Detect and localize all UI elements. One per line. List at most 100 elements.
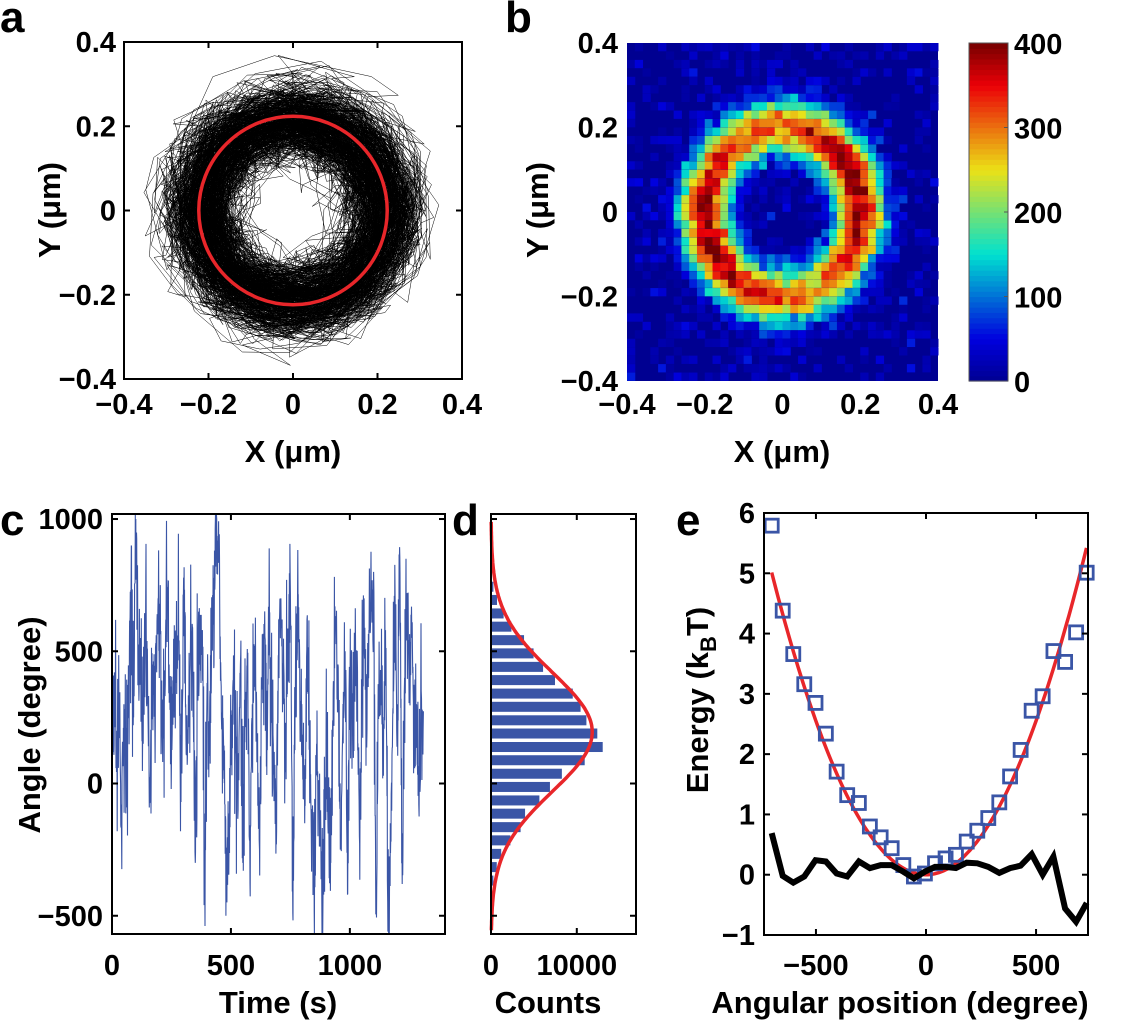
heatmap-cell [759,144,768,153]
heatmap-cell [766,178,776,187]
heatmap-cell [860,212,869,221]
heatmap-cell [751,245,760,255]
heatmap-cell [689,152,698,162]
heatmap-cell [735,144,745,153]
heatmap-cell [743,220,752,229]
heatmap-cell [712,304,721,314]
energy-marker [1023,702,1040,719]
heatmap-cell [821,186,830,195]
heatmap-cell [650,186,659,195]
heatmap-cell [798,195,807,204]
heatmap-cell [696,43,706,52]
x-axis-label: X (μm) [734,434,830,469]
heatmap-cell [774,296,783,305]
heatmap-cell [829,330,838,339]
histogram-bar [491,648,534,659]
heatmap-cell [829,135,838,145]
heatmap-cell [821,330,830,339]
heatmap-cell [665,355,675,364]
panel-label-e: e [676,496,700,545]
heatmap-cell [891,245,900,255]
x-tick-label: 0 [483,950,499,982]
heatmap-cell [883,220,892,229]
heatmap-cell [821,245,830,255]
heatmap-cell [798,135,807,145]
heatmap-cell [821,110,830,119]
heatmap-cell [875,228,885,238]
heatmap-cell [930,178,939,187]
heatmap-cell [790,271,799,280]
heatmap-cell [844,110,853,119]
heatmap-cell [658,203,667,212]
heatmap-cell [712,254,721,263]
heatmap-cell [728,321,737,331]
heatmap-cell [627,372,636,381]
heatmap-cell [665,330,675,339]
heatmap-cell [813,347,822,356]
heatmap-cell [689,144,698,153]
heatmap-cell [735,262,745,271]
heatmap-cell [650,152,659,162]
heatmap-cell [782,347,791,356]
heatmap-cell [852,254,861,263]
heatmap-cell [728,364,737,373]
colorbar-segment [969,280,1008,287]
heatmap-cell [821,93,830,102]
heatmap-cell [883,228,892,238]
heatmap-cell [696,135,706,145]
heatmap-cell [673,347,682,356]
heatmap-cell [852,245,861,255]
heatmap-cell [681,178,690,187]
heatmap-cell [751,220,760,229]
heatmap-cell [906,279,916,288]
heatmap-cell [798,93,807,102]
heatmap-cell [735,68,745,77]
heatmap-cell [844,169,853,179]
heatmap-cell [922,203,931,212]
heatmap-cell [852,169,861,179]
heatmap-cell [844,296,853,305]
y-tick-label: 0.4 [578,28,618,60]
heatmap-cell [774,330,783,339]
heatmap-cell [665,102,675,111]
heatmap-cell [728,347,737,356]
heatmap-cell [852,321,861,331]
histogram-bar [491,875,494,886]
energy-marker [1068,624,1085,641]
y-axis-label: Energy (kBT) [680,607,721,793]
heatmap-cell [906,364,916,373]
heatmap-cell [805,220,815,229]
heatmap-cell [899,304,908,314]
heatmap-cell [627,161,636,170]
heatmap-cell [673,152,682,162]
heatmap-cell [836,110,846,119]
heatmap-cell [720,313,729,322]
heatmap-cell [922,119,931,128]
heatmap-cell [899,186,908,195]
heatmap-cell [899,212,908,221]
heatmap-cell [868,161,877,170]
heatmap-cell [805,110,815,119]
heatmap-cell [689,355,698,364]
heatmap-cell [689,110,698,119]
heatmap-cell [743,237,752,246]
heatmap-cell [712,161,721,170]
heatmap-cell [720,262,729,271]
heatmap-cell [689,68,698,77]
heatmap-cell [906,220,916,229]
heatmap-cell [774,338,783,348]
heatmap-cell [650,288,659,297]
heatmap-cell [759,262,768,271]
heatmap-cell [930,68,939,77]
heatmap-cell [728,195,737,204]
heatmap-cell [627,110,636,119]
colorbar-segment [969,359,1008,366]
heatmap-cell [766,262,776,271]
colorbar-segment [969,58,1008,65]
heatmap-cell [868,212,877,221]
heatmap-cell [844,245,853,255]
colorbar-segment [969,127,1008,134]
energy-marker [883,840,900,857]
heatmap-cell [720,93,729,102]
colorbar-segment [969,196,1008,203]
